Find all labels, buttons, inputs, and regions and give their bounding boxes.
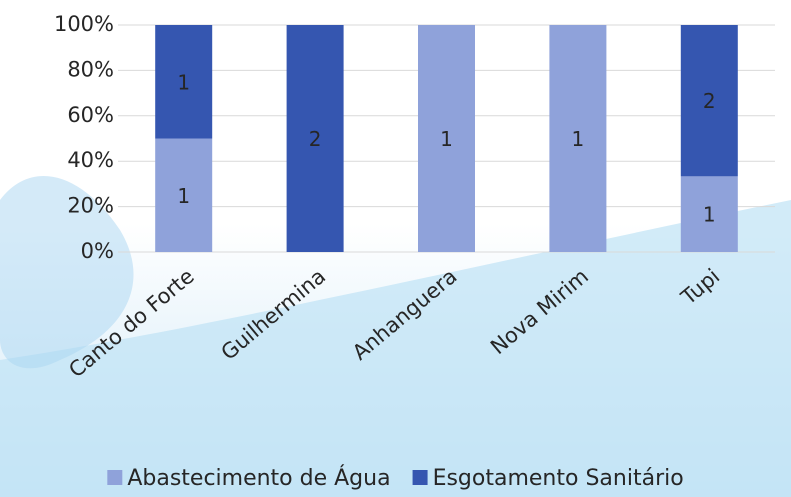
legend-swatch <box>412 470 428 485</box>
data-label: 2 <box>703 89 716 113</box>
y-tick-label: 100% <box>54 12 114 36</box>
y-tick-label: 20% <box>67 194 114 218</box>
data-label: 1 <box>572 127 585 151</box>
data-label: 2 <box>309 127 322 151</box>
data-label: 1 <box>177 70 190 94</box>
bar-segment <box>155 138 213 252</box>
bar-segment <box>418 25 475 252</box>
data-label: 1 <box>703 203 716 227</box>
legend: Abastecimento de Água Esgotamento Sanitár… <box>107 465 684 491</box>
wave-decoration <box>0 200 791 497</box>
y-tick-label: 40% <box>67 148 114 172</box>
bar-segment <box>680 25 738 177</box>
splash-decoration <box>0 176 134 369</box>
legend-label: Abastecimento de Água <box>127 465 390 491</box>
bar-segment <box>155 25 213 139</box>
bar-segment <box>286 25 344 252</box>
y-tick-label: 0% <box>81 239 114 263</box>
bar-segment <box>680 176 738 252</box>
legend-label: Esgotamento Sanitário <box>433 466 684 491</box>
data-label: 1 <box>440 127 453 151</box>
y-tick-label: 80% <box>67 57 114 81</box>
bar-segment <box>549 25 607 252</box>
y-tick-label: 60% <box>67 103 114 127</box>
data-label: 1 <box>177 184 190 208</box>
legend-swatch <box>107 470 123 485</box>
